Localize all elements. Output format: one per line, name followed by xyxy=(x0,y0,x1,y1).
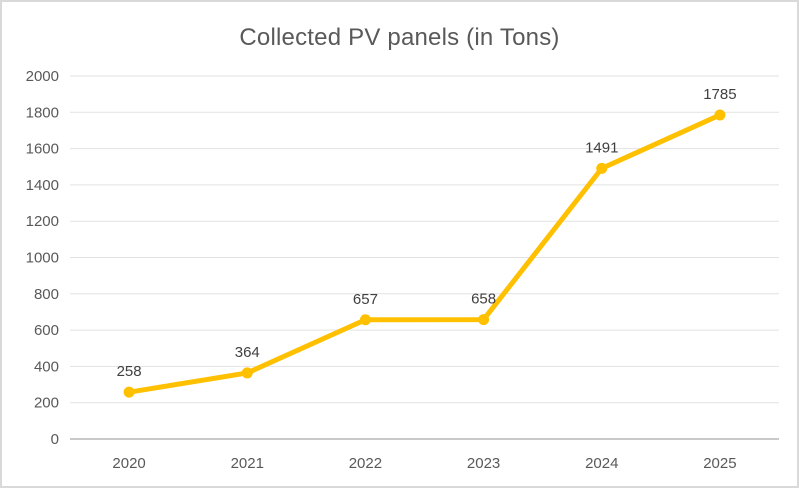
chart-title: Collected PV panels (in Tons) xyxy=(239,24,560,51)
y-tick-label: 400 xyxy=(34,358,59,375)
y-tick-label: 0 xyxy=(51,431,59,448)
data-label: 258 xyxy=(117,363,142,380)
data-point-marker[interactable] xyxy=(714,109,726,121)
x-tick-label: 2024 xyxy=(585,455,618,472)
data-point-marker[interactable] xyxy=(123,386,135,398)
y-tick-label: 200 xyxy=(34,395,59,412)
data-label: 657 xyxy=(353,291,378,308)
x-tick-label: 2020 xyxy=(112,455,145,472)
data-point-marker[interactable] xyxy=(241,367,253,379)
x-tick-label: 2022 xyxy=(349,455,382,472)
data-label: 364 xyxy=(235,344,260,361)
data-label: 1491 xyxy=(585,139,618,156)
y-tick-label: 1400 xyxy=(26,177,59,194)
x-tick-label: 2021 xyxy=(231,455,264,472)
x-tick-label: 2025 xyxy=(703,455,736,472)
x-tick-label: 2023 xyxy=(467,455,500,472)
y-tick-label: 800 xyxy=(34,286,59,303)
y-tick-label: 1600 xyxy=(26,141,59,158)
y-tick-label: 2000 xyxy=(26,68,59,85)
data-label: 658 xyxy=(471,291,496,308)
y-tick-label: 600 xyxy=(34,322,59,339)
data-point-marker[interactable] xyxy=(359,314,371,326)
data-point-marker[interactable] xyxy=(478,314,490,326)
data-label: 1785 xyxy=(703,86,736,103)
data-point-marker[interactable] xyxy=(596,162,608,174)
y-tick-label: 1000 xyxy=(26,250,59,267)
y-tick-label: 1800 xyxy=(26,104,59,121)
y-tick-label: 1200 xyxy=(26,213,59,230)
series-line xyxy=(126,112,723,395)
